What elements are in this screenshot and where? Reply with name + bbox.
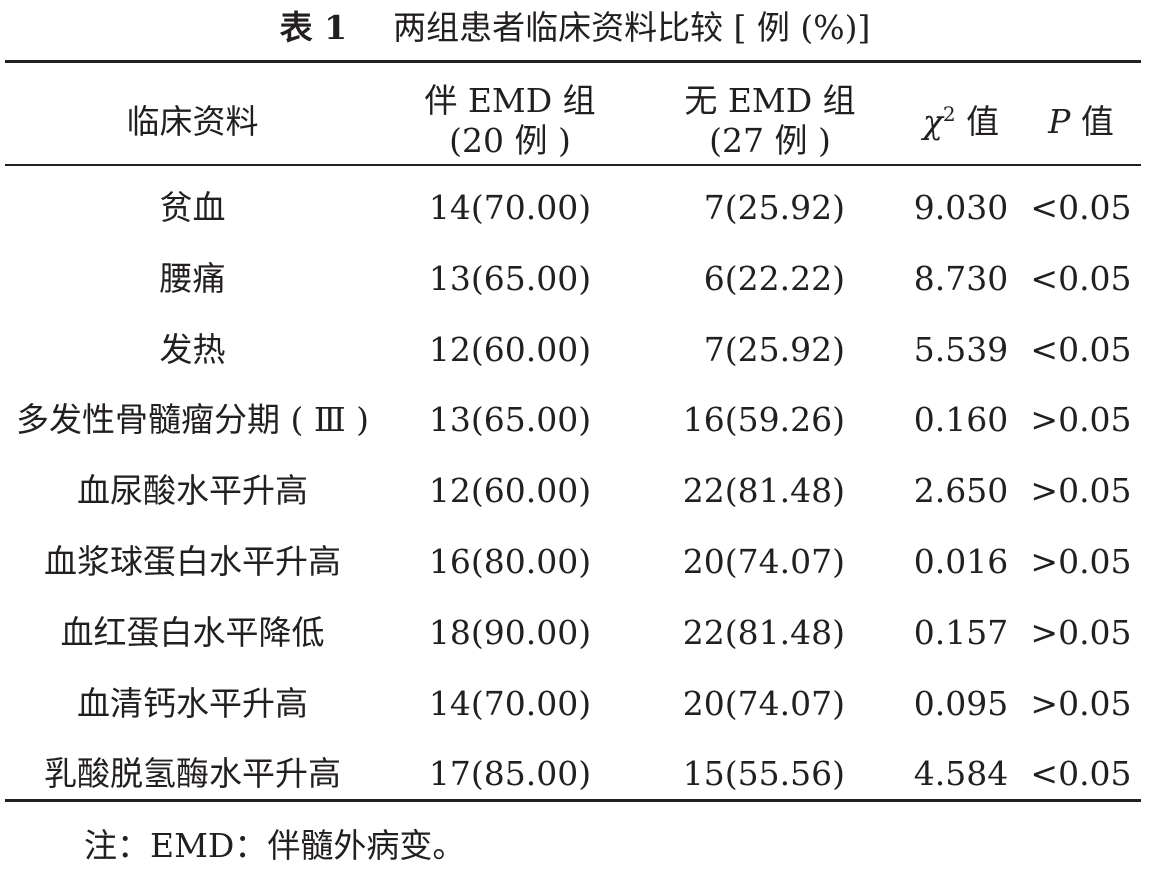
row-chi-value: 2.650 (913, 471, 1009, 510)
row-item: 多发性骨髓瘤分期 ( Ⅲ ) (15, 400, 370, 439)
table-note: 注：EMD：伴髓外病变。 (84, 826, 466, 865)
row-chi-value: 9.030 (913, 188, 1009, 227)
table-row: 血清钙水平升高 14(70.00) 20(74.07) 0.095 >0.05 (0, 684, 1150, 724)
row-group2-value: 20(74.07) (682, 542, 845, 581)
bottom-rule (5, 799, 1141, 802)
header-group2: 无 EMD 组 (27 例 ) (640, 81, 900, 161)
header-group1: 伴 EMD 组 (20 例 ) (380, 81, 640, 161)
row-group2-value: 16(59.26) (682, 400, 845, 439)
row-group2-value: 20(74.07) (682, 684, 845, 723)
row-p-value: >0.05 (1030, 400, 1132, 439)
row-group1-value: 13(65.00) (428, 259, 592, 298)
top-rule (5, 60, 1141, 63)
row-chi-value: 0.160 (913, 400, 1009, 439)
row-chi-value: 5.539 (913, 330, 1009, 369)
header-p-value: P 值 (1022, 102, 1140, 142)
header-group2-name: 无 EMD 组 (684, 81, 856, 120)
row-group2-value: 7(25.92) (703, 188, 845, 227)
row-item: 血浆球蛋白水平升高 (44, 542, 341, 581)
table-row: 多发性骨髓瘤分期 ( Ⅲ ) 13(65.00) 16(59.26) 0.160 >0.… (0, 400, 1150, 440)
table-row: 血尿酸水平升高 12(60.00) 22(81.48) 2.650 >0.05 (0, 471, 1150, 511)
row-item: 发热 (159, 330, 226, 369)
chi-symbol: χ (922, 102, 943, 141)
table-row: 乳酸脱氢酶水平升高 17(85.00) 15(55.56) 4.584 <0.05 (0, 754, 1150, 794)
row-chi-value: 8.730 (913, 259, 1009, 298)
row-p-value: >0.05 (1030, 613, 1132, 652)
header-group1-name: 伴 EMD 组 (424, 81, 596, 120)
header-rule (5, 164, 1141, 166)
row-group1-value: 16(80.00) (428, 542, 592, 581)
row-group1-value: 17(85.00) (428, 754, 592, 793)
row-chi-value: 0.095 (913, 684, 1009, 723)
row-group1-value: 14(70.00) (428, 684, 592, 723)
table-caption: 两组患者临床资料比较 [ 例 (%)] (393, 8, 871, 47)
row-group1-value: 12(60.00) (428, 471, 592, 510)
row-group2-value: 6(22.22) (703, 259, 845, 298)
header-item: 临床资料 (126, 102, 259, 141)
header-group2-count: (27 例 ) (709, 121, 831, 160)
table-row: 血红蛋白水平降低 18(90.00) 22(81.48) 0.157 >0.05 (0, 613, 1150, 653)
table-title: 表 1 两组患者临床资料比较 [ 例 (%)] (0, 4, 1150, 52)
row-group1-value: 14(70.00) (428, 188, 592, 227)
row-group1-value: 12(60.00) (428, 330, 592, 369)
row-p-value: <0.05 (1030, 188, 1132, 227)
row-group1-value: 13(65.00) (428, 400, 592, 439)
table-row: 贫血 14(70.00) 7(25.92) 9.030 <0.05 (0, 188, 1150, 228)
row-item: 腰痛 (159, 259, 226, 298)
table-row: 腰痛 13(65.00) 6(22.22) 8.730 <0.05 (0, 259, 1150, 299)
header-chi-square: χ2 值 (900, 102, 1022, 142)
row-p-value: <0.05 (1030, 754, 1132, 793)
row-item: 乳酸脱氢酶水平升高 (44, 754, 341, 793)
row-item: 血尿酸水平升高 (77, 471, 308, 510)
table-row: 发热 12(60.00) 7(25.92) 5.539 <0.05 (0, 330, 1150, 370)
row-group2-value: 22(81.48) (682, 613, 845, 652)
row-chi-value: 0.157 (913, 613, 1009, 652)
row-chi-value: 4.584 (913, 754, 1009, 793)
header-group1-count: (20 例 ) (449, 121, 571, 160)
row-group1-value: 18(90.00) (428, 613, 592, 652)
row-group2-value: 7(25.92) (703, 330, 845, 369)
row-item: 血清钙水平升高 (77, 684, 308, 723)
row-p-value: >0.05 (1030, 542, 1132, 581)
row-group2-value: 15(55.56) (682, 754, 845, 793)
row-p-value: >0.05 (1030, 684, 1132, 723)
row-p-value: <0.05 (1030, 259, 1132, 298)
row-item: 贫血 (159, 188, 226, 227)
chi-label: 值 (966, 102, 1000, 141)
row-group2-value: 22(81.48) (682, 471, 845, 510)
table-row: 血浆球蛋白水平升高 16(80.00) 20(74.07) 0.016 >0.05 (0, 542, 1150, 582)
p-label: 值 (1080, 102, 1114, 141)
row-item: 血红蛋白水平降低 (60, 613, 325, 652)
p-symbol: P (1048, 102, 1071, 141)
row-chi-value: 0.016 (913, 542, 1009, 581)
row-p-value: >0.05 (1030, 471, 1132, 510)
row-p-value: <0.05 (1030, 330, 1132, 369)
chi-superscript: 2 (942, 102, 956, 126)
table-number: 表 1 (279, 8, 348, 47)
